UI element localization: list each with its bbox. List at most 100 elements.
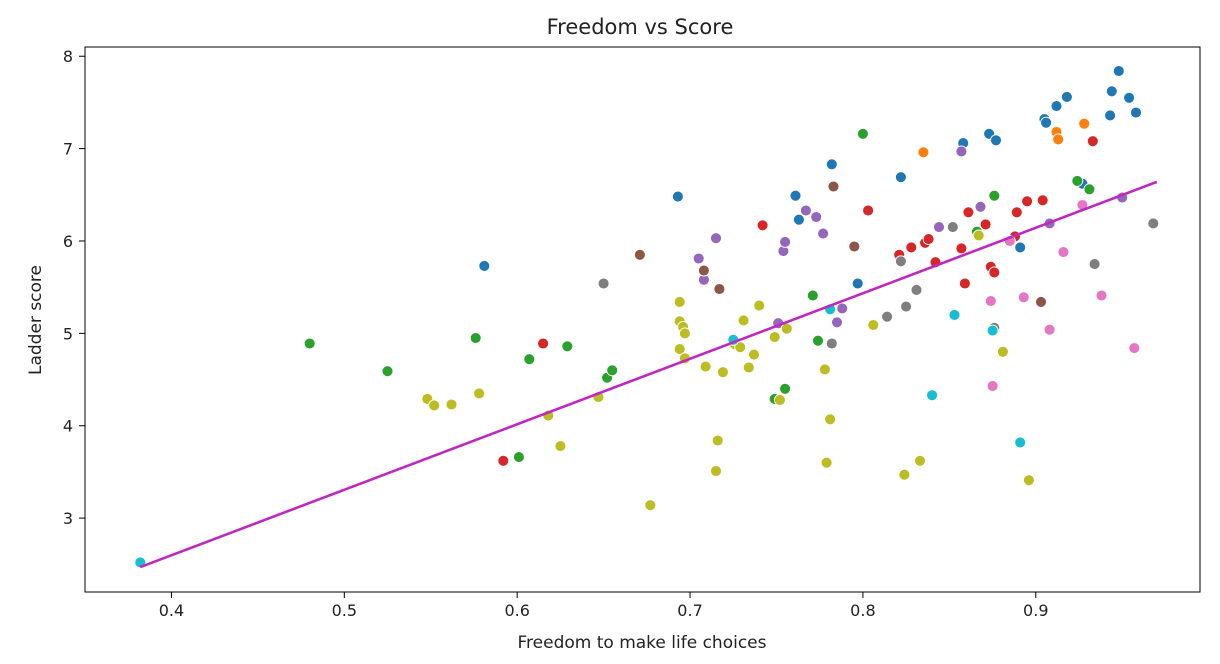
data-point [1010, 206, 1023, 219]
data-point [812, 334, 824, 347]
data-point [671, 190, 684, 203]
data-point [974, 200, 987, 213]
y-tick-label: 8 [63, 47, 73, 66]
data-point [988, 266, 1001, 279]
data-point [862, 204, 875, 217]
data-point [979, 218, 992, 231]
data-point [1035, 295, 1047, 308]
y-tick-label: 7 [63, 140, 73, 159]
data-point [756, 219, 769, 232]
data-point [1014, 241, 1027, 254]
data-point [1123, 91, 1136, 104]
data-point [817, 227, 830, 240]
data-point [1021, 195, 1034, 208]
data-point [851, 277, 864, 290]
data-point [753, 299, 766, 312]
data-point [561, 340, 574, 353]
data-point [1083, 183, 1096, 196]
data-point [633, 248, 646, 261]
y-tick-label: 6 [63, 232, 73, 251]
data-point [644, 499, 657, 512]
data-point [1078, 117, 1091, 130]
data-point [986, 380, 999, 392]
data-point [789, 189, 802, 202]
data-point [806, 289, 819, 302]
data-point [381, 365, 394, 378]
data-point [697, 264, 710, 277]
data-point [537, 337, 550, 350]
data-point [673, 295, 686, 308]
data-point [917, 146, 930, 159]
data-point [1022, 474, 1035, 487]
x-tick-label: 0.6 [504, 601, 529, 620]
data-point [554, 440, 567, 453]
data-point [1017, 291, 1030, 304]
data-point [984, 295, 997, 307]
data-point [898, 468, 911, 481]
data-point [962, 206, 975, 219]
data-point [716, 366, 729, 379]
trend-line [139, 180, 1158, 569]
data-point [1060, 90, 1073, 103]
data-point [955, 145, 968, 158]
data-point [469, 332, 482, 344]
data-point [1040, 116, 1053, 129]
data-point [692, 252, 705, 265]
data-point [673, 343, 686, 356]
chart-title: Freedom vs Score [547, 15, 734, 39]
data-point [1057, 246, 1070, 259]
data-point [946, 221, 959, 234]
data-point [1095, 289, 1108, 302]
data-point [986, 324, 999, 337]
data-point [894, 171, 907, 184]
data-point [497, 454, 510, 467]
data-point [955, 242, 968, 255]
data-point [445, 398, 458, 411]
data-point [894, 255, 907, 268]
data-point [737, 314, 750, 327]
data-point [768, 331, 781, 344]
data-point [958, 277, 971, 290]
data-point [428, 399, 441, 412]
data-point [779, 382, 792, 395]
data-point [972, 229, 985, 242]
data-point [1014, 436, 1027, 449]
data-point [824, 413, 837, 426]
y-tick-label: 5 [63, 324, 73, 343]
x-tick-label: 0.4 [159, 601, 184, 620]
data-point [473, 387, 486, 400]
data-point [1088, 258, 1101, 271]
data-point [825, 337, 838, 350]
data-point [988, 189, 1001, 202]
data-point [799, 204, 812, 217]
data-point [773, 393, 786, 406]
x-tick-label: 0.7 [677, 601, 702, 620]
x-axis: 0.4 0.5 0.6 0.7 0.8 0.9 [159, 592, 1049, 620]
data-point [827, 180, 840, 193]
data-point [710, 465, 722, 477]
data-point [881, 310, 894, 323]
data-point [710, 232, 722, 245]
data-point [848, 240, 861, 253]
data-point [1112, 65, 1125, 77]
data-point [597, 277, 610, 290]
data-point [606, 364, 619, 377]
y-tick-label: 4 [63, 417, 73, 436]
data-point [742, 361, 755, 374]
data-point [699, 360, 712, 373]
data-point [933, 221, 945, 234]
data-point [678, 327, 691, 340]
data-point [779, 235, 792, 248]
data-point [900, 300, 913, 313]
data-point [867, 319, 880, 331]
data-point [1036, 194, 1049, 207]
data-point [748, 348, 760, 361]
x-tick-label: 0.5 [332, 601, 357, 620]
data-point [810, 211, 823, 223]
data-point [1105, 85, 1118, 98]
data-point [818, 363, 831, 376]
data-point [478, 259, 491, 272]
data-point [303, 337, 316, 350]
data-point [1147, 217, 1160, 230]
